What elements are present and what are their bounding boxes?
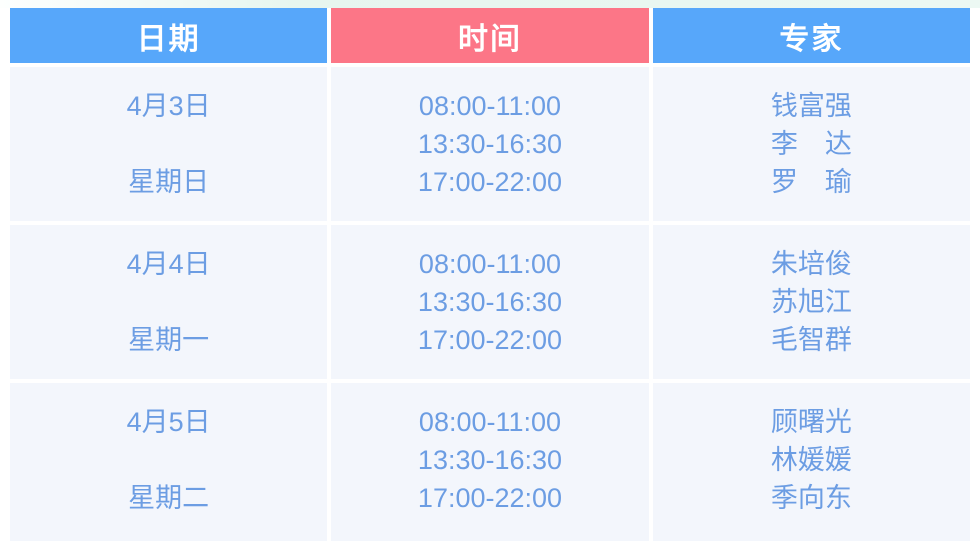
time-slot: 08:00-11:00	[418, 249, 562, 279]
expert-name: 毛智群	[770, 325, 852, 355]
expert-name: 朱培俊	[770, 249, 852, 279]
header-label-date: 日期	[136, 22, 201, 56]
weekday-value: 星期日	[128, 167, 210, 197]
expert-name: 罗 瑜	[770, 167, 852, 197]
date-cell-row1: 4月3日 星期日	[10, 67, 328, 221]
date-cell-row2: 4月4日 星期一	[10, 225, 328, 379]
header-label-time: 时间	[457, 22, 522, 56]
expert-name: 季向东	[770, 483, 852, 513]
expert-cell-row2: 朱培俊 苏旭江 毛智群	[652, 225, 970, 379]
expert-cell-row3: 顾曙光 林媛媛 季向东	[652, 383, 970, 541]
date-cell-row3: 4月5日 星期二	[10, 383, 328, 541]
date-value: 4月3日	[126, 91, 211, 121]
header-cell-date: 日期	[10, 8, 328, 63]
expert-name: 钱富强	[770, 91, 852, 121]
date-spacer	[10, 441, 327, 479]
weekday-value: 星期一	[128, 325, 210, 355]
expert-cell-row1: 钱富强 李 达 罗 瑜	[652, 67, 970, 221]
date-spacer	[10, 283, 327, 321]
date-spacer	[10, 125, 327, 163]
date-value: 4月5日	[126, 407, 211, 437]
expert-name: 苏旭江	[770, 287, 852, 317]
expert-name: 李 达	[770, 129, 852, 159]
time-slot: 17:00-22:00	[417, 325, 563, 355]
time-slot: 13:30-16:30	[417, 129, 563, 159]
time-slot: 13:30-16:30	[417, 445, 563, 475]
time-cell-row2: 08:00-11:00 13:30-16:30 17:00-22:00	[331, 225, 649, 379]
header-label-expert: 专家	[779, 22, 844, 56]
time-slot: 08:00-11:00	[418, 91, 562, 121]
time-slot: 17:00-22:00	[417, 167, 563, 197]
time-cell-row1: 08:00-11:00 13:30-16:30 17:00-22:00	[331, 67, 649, 221]
time-slot: 13:30-16:30	[417, 287, 563, 317]
time-cell-row3: 08:00-11:00 13:30-16:30 17:00-22:00	[331, 383, 649, 541]
page-top-strip	[0, 0, 980, 8]
expert-name: 顾曙光	[770, 407, 852, 437]
header-cell-expert: 专家	[652, 8, 970, 63]
header-cell-time: 时间	[331, 8, 649, 63]
weekday-value: 星期二	[128, 483, 210, 513]
time-slot: 17:00-22:00	[417, 483, 563, 513]
date-value: 4月4日	[126, 249, 211, 279]
schedule-table: 日期 时间 专家 4月3日 星期日 08:00-11:00 13:30-16:3…	[10, 8, 970, 541]
expert-name: 林媛媛	[770, 445, 852, 475]
time-slot: 08:00-11:00	[418, 407, 562, 437]
